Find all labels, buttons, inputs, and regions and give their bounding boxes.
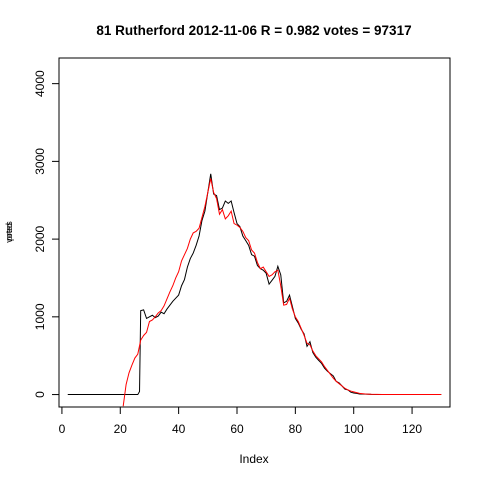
y-tick-label: 3000 [33,148,47,175]
y-tick-label: 0 [33,391,47,398]
x-tick-label: 40 [172,422,186,436]
y-tick-label: 1000 [33,303,47,330]
x-tick-label: 80 [289,422,303,436]
x-axis: 0 20 40 60 80 100 120 [59,406,422,436]
y-tick-label: 4000 [33,70,47,97]
x-tick-label: 100 [344,422,364,436]
plot-area [67,173,442,407]
y-axis-label: votes pred [4,221,14,243]
series-line-1 [67,173,442,396]
x-tick-label: 0 [59,422,66,436]
y-axis-label-pred: pred [4,223,14,241]
y-tick-label: 2000 [33,225,47,252]
series-line-2 [122,178,442,407]
y-axis-label-votes: votes [4,221,14,243]
x-tick-label: 60 [230,422,244,436]
x-axis-label: Index [239,452,268,466]
x-tick-label: 120 [402,422,422,436]
x-tick-label: 20 [114,422,128,436]
chart-title: 81 Rutherford 2012-11-06 R = 0.982 votes… [96,23,411,38]
y-axis: 0 1000 2000 3000 4000 [33,70,60,398]
